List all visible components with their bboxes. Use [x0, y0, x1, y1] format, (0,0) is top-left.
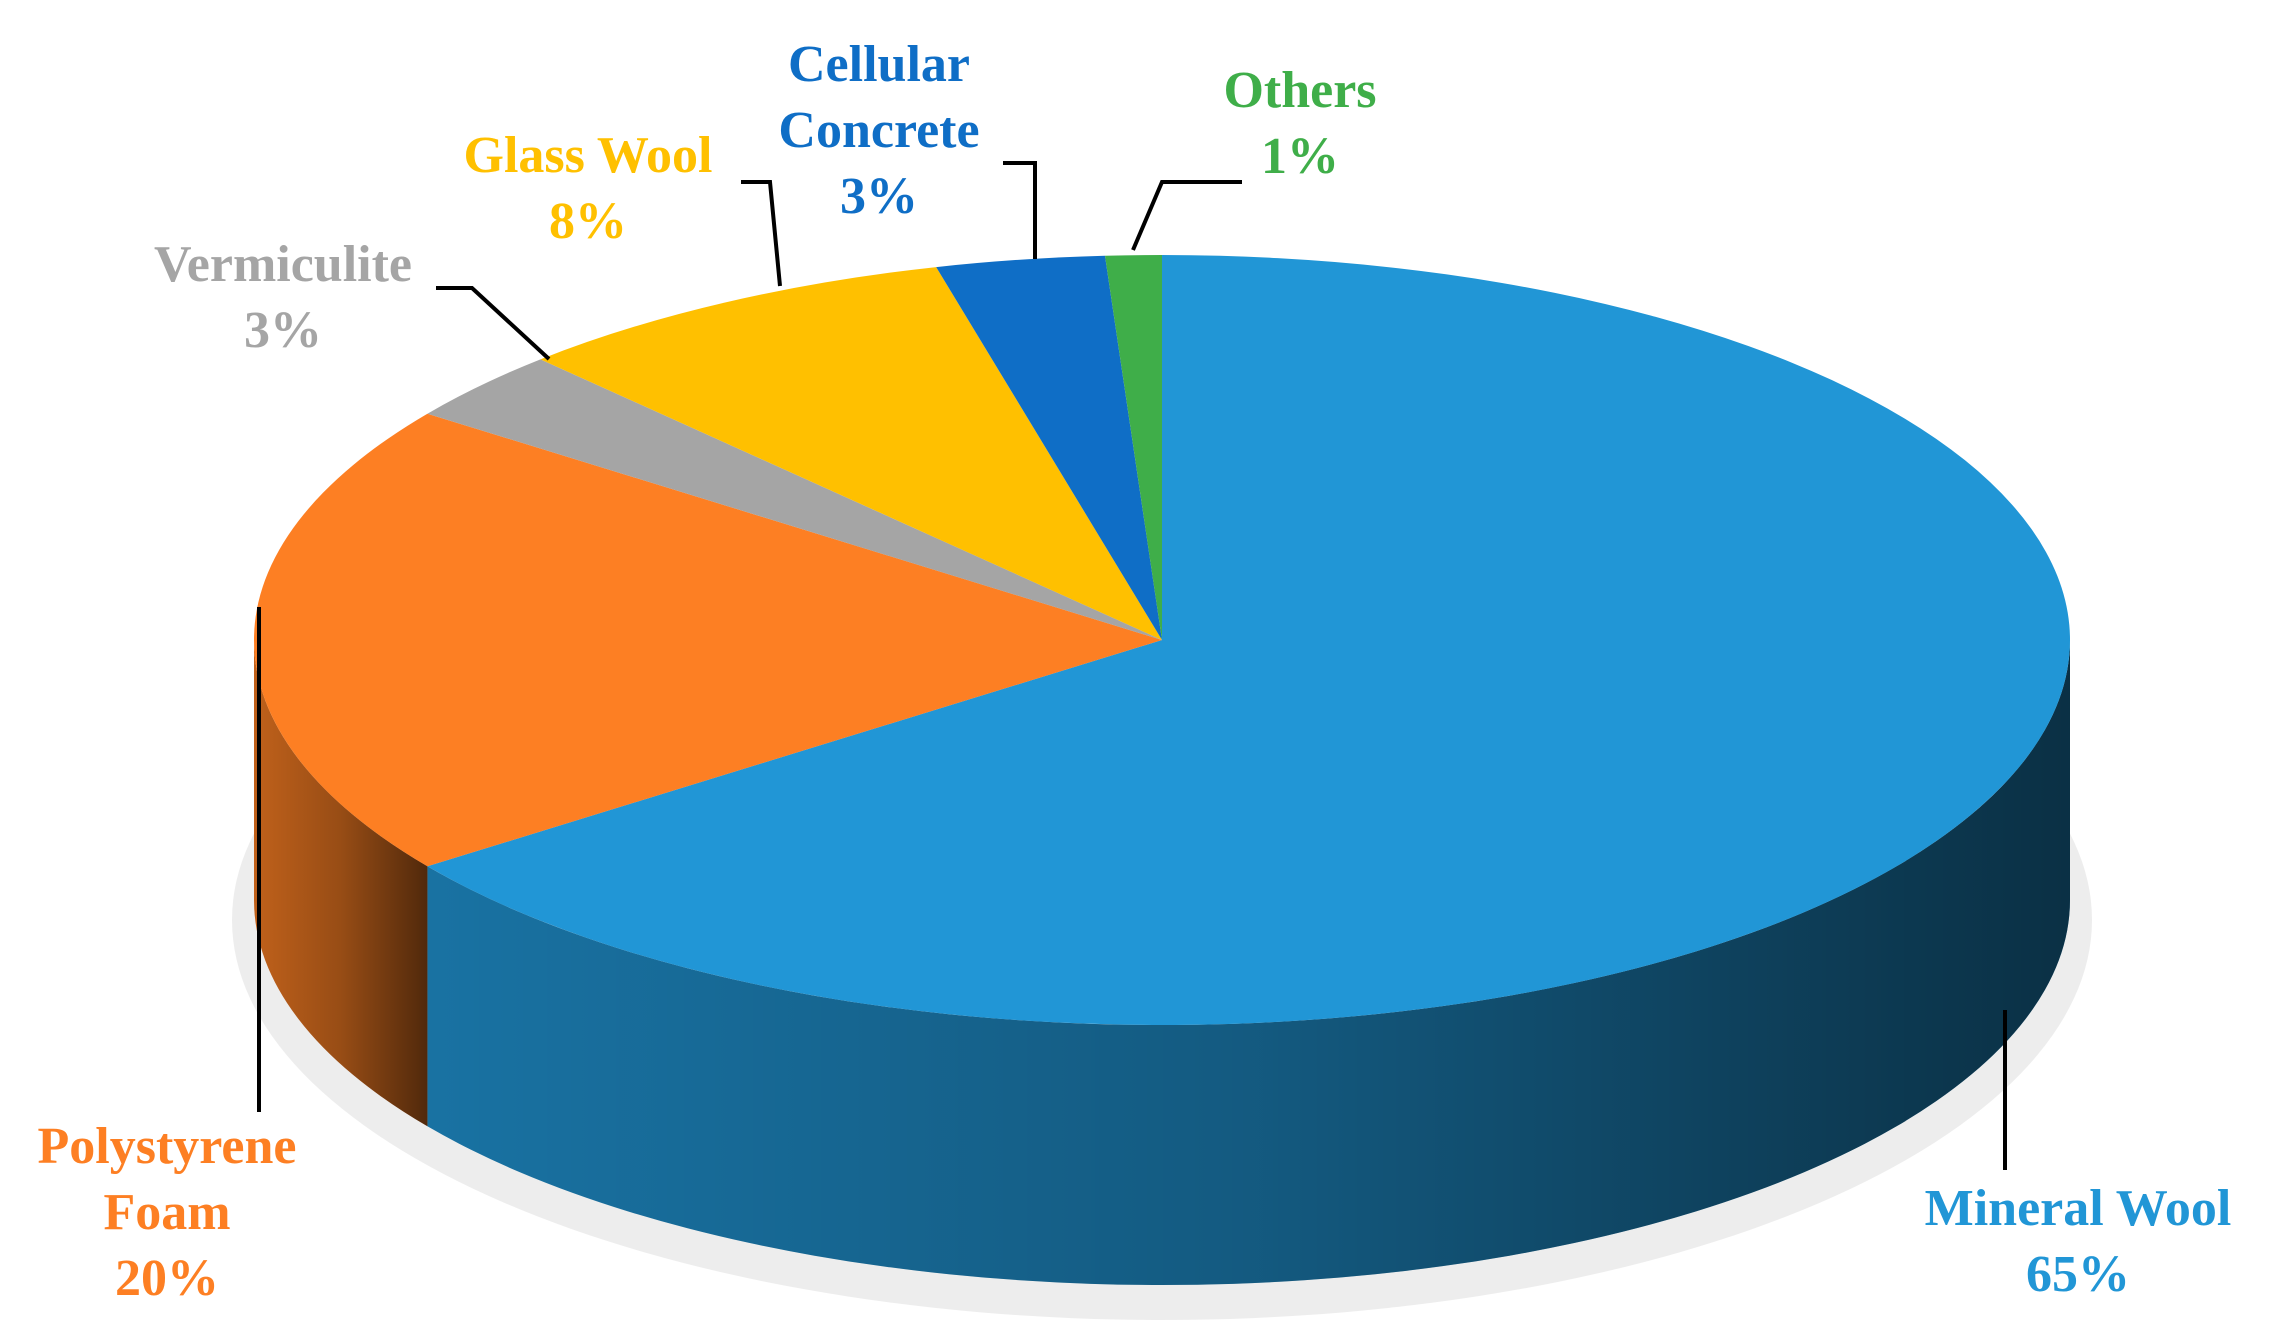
category-label: Vermiculite [154, 236, 412, 293]
data-label: Vermiculite 3% [154, 232, 412, 364]
slice [936, 255, 1162, 640]
slice-side-shade [427, 640, 2070, 1285]
slice [427, 255, 2071, 1025]
slice [427, 359, 1162, 640]
data-label: Cellular Concrete 3% [759, 32, 999, 230]
category-label: Others [1223, 62, 1377, 119]
slice [254, 413, 1163, 867]
data-label: Polystyrene Foam 20% [17, 1114, 317, 1312]
category-label: Glass Wool [463, 127, 713, 184]
value-label: 3% [244, 302, 322, 359]
value-label: 65% [2025, 1246, 2130, 1303]
value-label: 3% [840, 168, 918, 225]
slice [1104, 255, 1162, 640]
data-label: Glass Wool 8% [463, 123, 712, 255]
leader-line [741, 180, 782, 287]
value-label: 20% [115, 1250, 219, 1307]
value-label: 8% [548, 193, 627, 250]
leader-line [1131, 180, 1242, 251]
category-label: Mineral Wool [1924, 1180, 2232, 1237]
slice-side-shade [254, 640, 428, 1127]
leader-line [436, 286, 551, 361]
data-label: Others 1% [1223, 58, 1376, 190]
category-label: Polystyrene Foam [37, 1118, 297, 1241]
value-label: 1% [1261, 128, 1339, 185]
slice [540, 267, 1162, 640]
leader-line [1003, 161, 1037, 259]
category-label: Cellular Concrete [778, 36, 980, 159]
data-label: Mineral Wool 65% [1925, 1176, 2232, 1308]
